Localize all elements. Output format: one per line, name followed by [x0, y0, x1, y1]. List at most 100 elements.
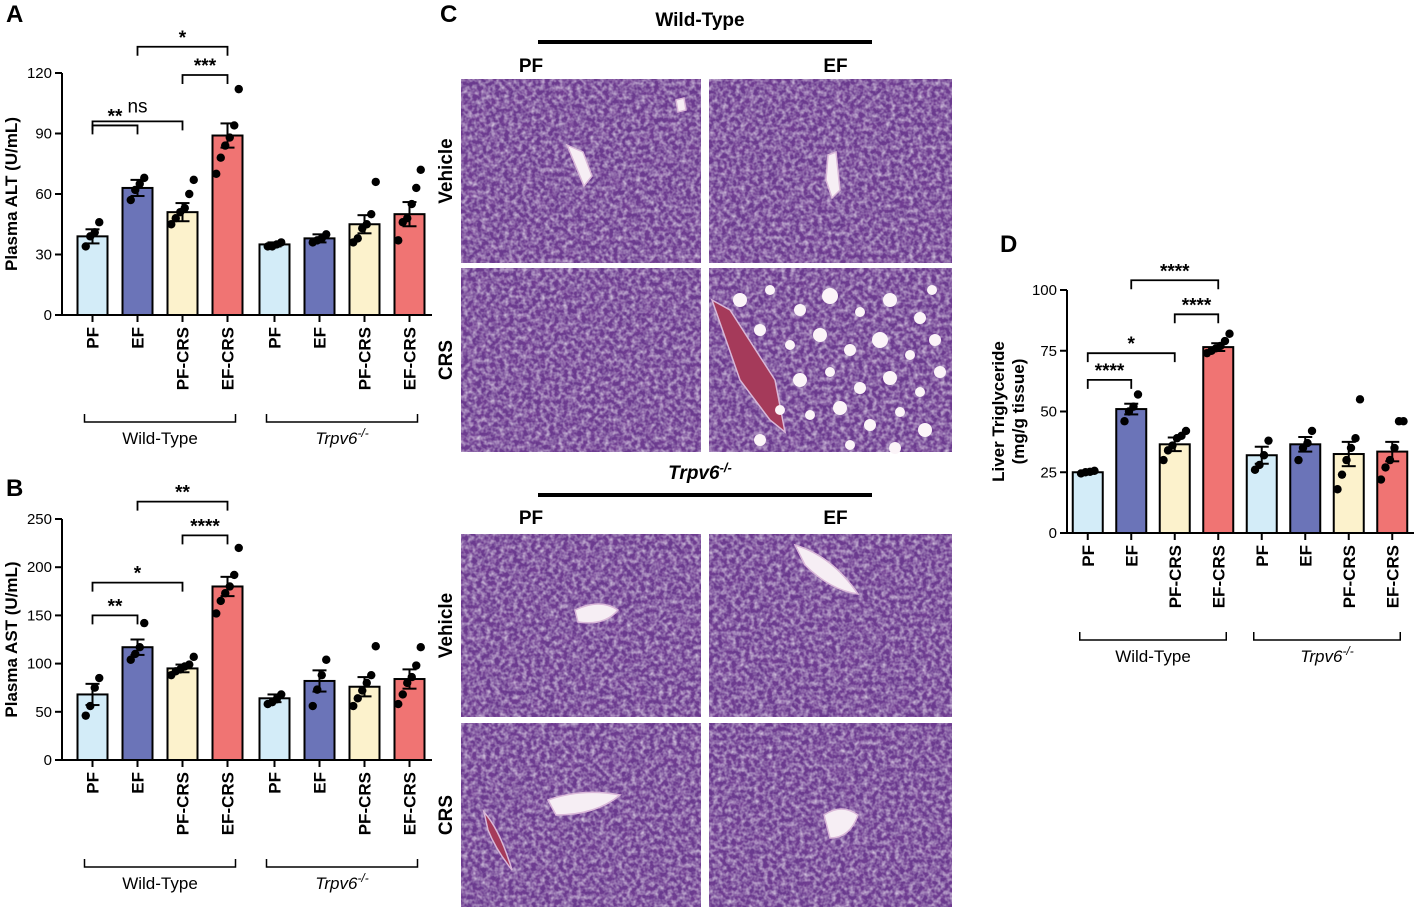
lipid-droplet — [927, 285, 937, 295]
data-point — [126, 195, 135, 205]
data-point — [1385, 455, 1395, 465]
central-vein — [793, 543, 860, 595]
significance-bracket — [91, 581, 184, 592]
histology-panel: Wild-Type PF EF Vehicle CRS Trpv6-/- PF EF Vehic… — [436, 10, 952, 907]
y-tick-label: 0 — [44, 307, 52, 324]
x-tick-label: EF — [129, 327, 148, 349]
x-tick-label: PF-CRS — [174, 327, 193, 390]
data-point — [398, 690, 407, 699]
histology-section-title: Trpv6-/- — [668, 460, 732, 484]
lipid-droplet — [785, 340, 795, 350]
group-label-superscript: -/- — [357, 871, 368, 885]
data-point — [317, 670, 326, 680]
data-point — [277, 690, 286, 699]
significance-label: **** — [1095, 361, 1125, 382]
data-point — [1381, 463, 1390, 472]
significance-label: ** — [108, 106, 123, 127]
lipid-droplet — [754, 434, 766, 446]
bar — [303, 237, 336, 316]
data-point — [95, 218, 104, 227]
data-point — [221, 141, 230, 150]
central-vein — [546, 791, 622, 816]
group-label-text: Trpv6 — [1300, 647, 1343, 666]
blood-vessel-congested — [482, 809, 513, 871]
lipid-droplet — [914, 312, 926, 324]
lipid-droplet — [918, 423, 932, 437]
data-point — [234, 543, 243, 553]
data-point — [185, 189, 194, 199]
data-point — [407, 199, 416, 209]
data-point — [1307, 426, 1317, 436]
group-bracket — [83, 859, 237, 868]
bar — [1071, 471, 1104, 534]
group-bracket — [1079, 632, 1227, 641]
data-point — [1333, 485, 1342, 494]
bar — [393, 678, 426, 761]
data-point — [403, 678, 412, 688]
lipid-droplet — [889, 442, 901, 454]
data-point — [1090, 466, 1099, 475]
significance-label: * — [1128, 334, 1136, 355]
group-bracket — [265, 859, 419, 868]
lipid-droplet — [754, 324, 766, 336]
data-point — [140, 173, 149, 183]
data-point — [1225, 329, 1234, 338]
lipid-droplet — [929, 334, 941, 346]
bar — [121, 186, 154, 316]
data-point — [362, 220, 371, 229]
y-tick-label: 200 — [27, 559, 52, 576]
chart-b-ast: 0 50 100 150 200 250 Plasma AST (U/mL) PF EF PF-C… — [2, 483, 432, 893]
y-axis-label: Liver Triglyceride — [989, 341, 1008, 482]
y-tick-label: 75 — [1040, 343, 1057, 360]
significance-label: **** — [1182, 295, 1212, 316]
significance-label: **** — [190, 516, 220, 537]
data-point — [86, 701, 95, 711]
bar — [258, 243, 291, 317]
panel-label-d: D — [1000, 231, 1017, 258]
y-tick-label: 0 — [44, 752, 52, 769]
group-label: Trpv6-/- — [315, 871, 369, 893]
section-title-text: Trpv6 — [668, 463, 720, 484]
group-label-text: Wild-Type — [122, 429, 198, 448]
data-point — [189, 175, 198, 185]
x-tick-label: PF — [84, 772, 103, 794]
group-label: Wild-Type — [122, 874, 198, 893]
data-point — [407, 672, 416, 682]
x-tick-label: EF — [1122, 545, 1141, 567]
data-point — [412, 183, 421, 193]
panel-label-a: A — [6, 1, 23, 28]
y-tick-label: 120 — [27, 65, 52, 82]
group-label: Trpv6-/- — [1300, 644, 1354, 666]
lipid-droplet — [765, 285, 775, 295]
significance-bracket — [91, 120, 184, 131]
data-point — [1346, 443, 1356, 453]
lipid-droplet — [822, 288, 838, 304]
data-point — [221, 589, 230, 598]
lipid-droplet — [775, 405, 785, 415]
micrograph-texture — [461, 268, 701, 452]
y-tick-label: 50 — [1040, 404, 1057, 421]
data-point — [349, 701, 358, 711]
significance-bracket — [1086, 379, 1133, 389]
data-point — [135, 179, 144, 189]
data-point — [371, 642, 380, 651]
row-label: Vehicle — [436, 138, 457, 204]
data-point — [416, 165, 425, 174]
data-point — [1399, 417, 1408, 426]
group-label-superscript: -/- — [1342, 644, 1353, 658]
data-point — [126, 655, 135, 664]
bar — [1376, 450, 1409, 534]
significance-bracket — [136, 45, 229, 56]
significance-bracket — [136, 500, 229, 511]
histology-section-title: Wild-Type — [655, 10, 744, 31]
bar — [166, 211, 199, 316]
data-point — [1159, 455, 1168, 465]
x-tick-label: EF-CRS — [401, 327, 420, 390]
data-point — [1220, 336, 1230, 346]
lipid-droplet — [883, 371, 897, 385]
column-label: EF — [823, 508, 847, 529]
central-vein — [675, 97, 687, 113]
y-axis-label: Plasma ALT (U/mL) — [2, 117, 21, 271]
